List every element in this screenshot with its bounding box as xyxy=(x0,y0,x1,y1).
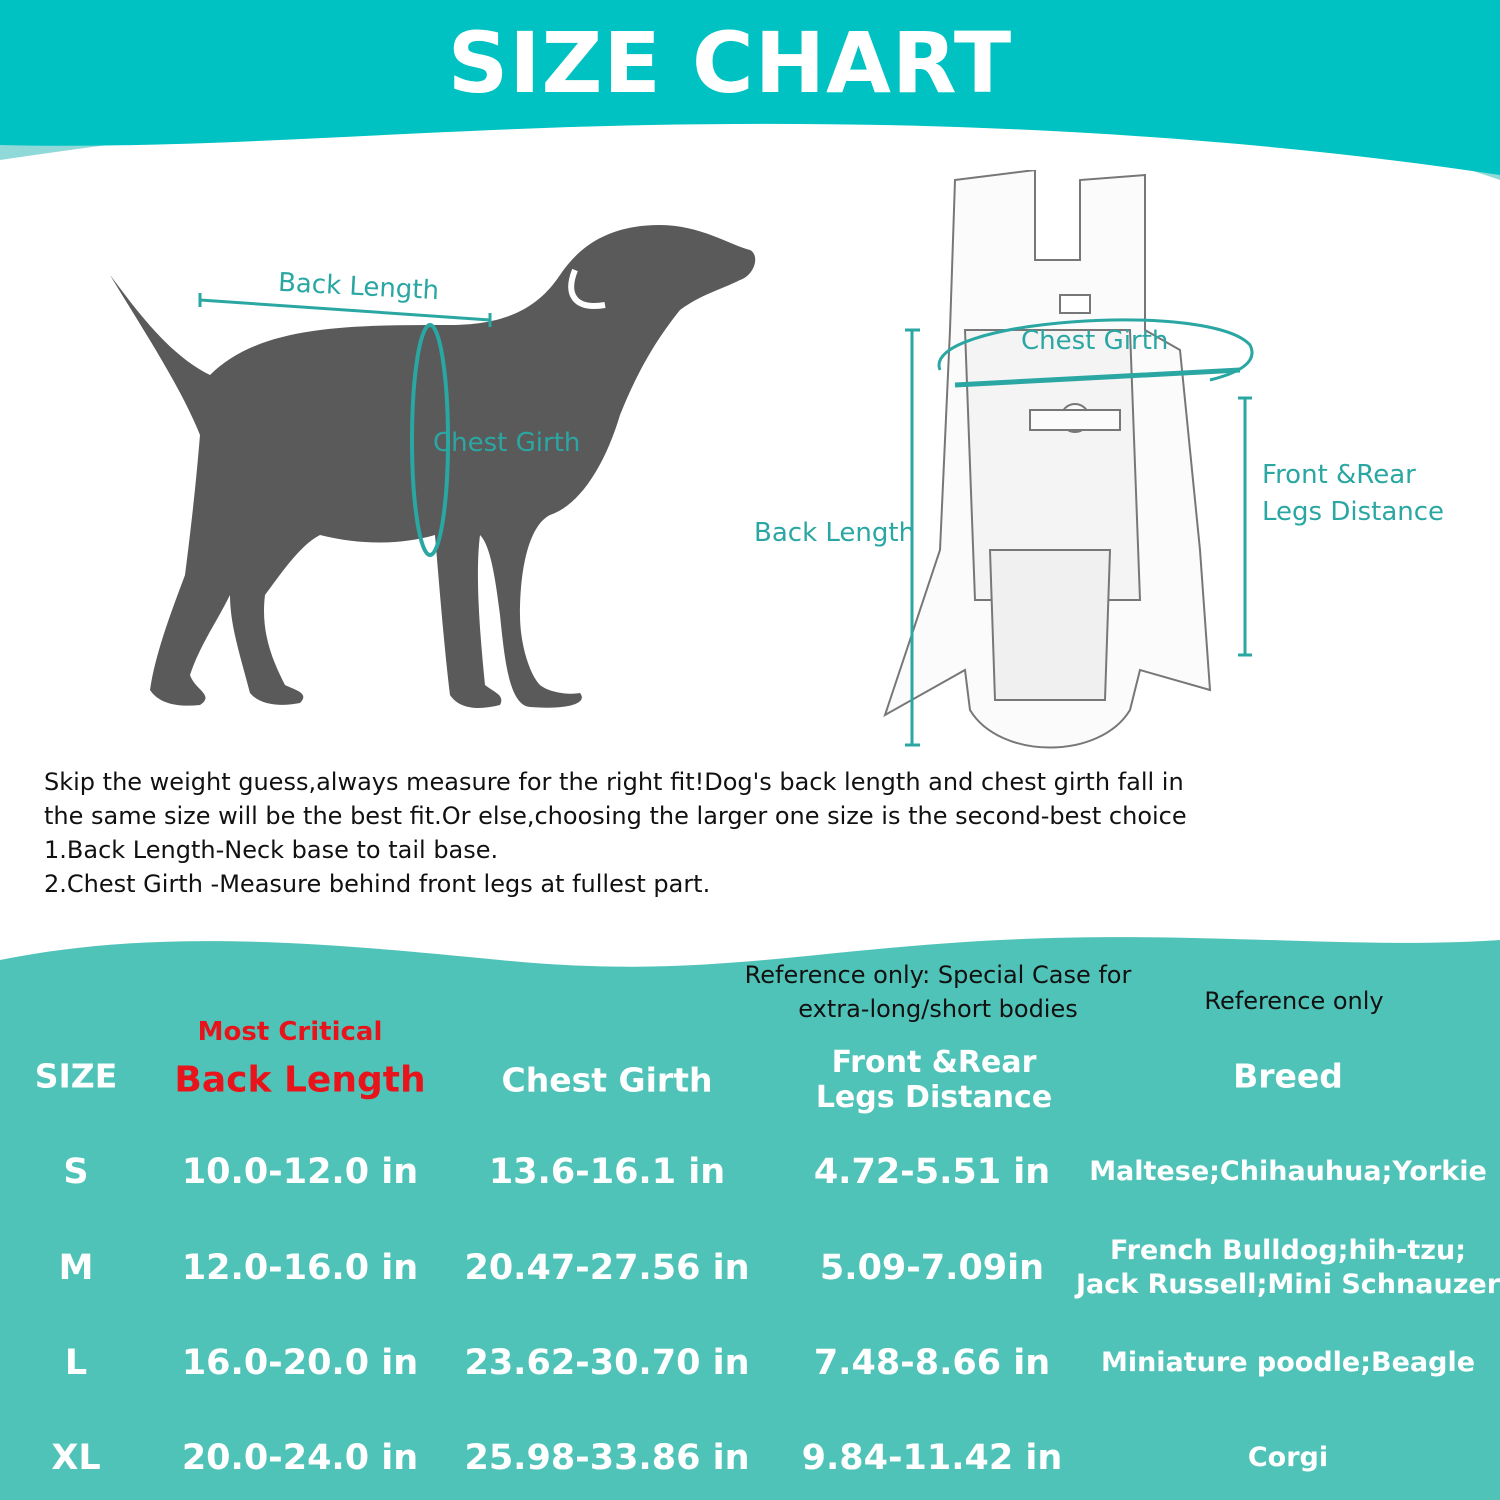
size-table-background xyxy=(0,937,1500,1500)
carrier-back-length-label: Back Length xyxy=(754,518,916,548)
row-back-length: 16.0-20.0 in xyxy=(181,1343,419,1383)
instruction-line: Skip the weight guess,always measure for… xyxy=(44,768,1184,796)
header-size: SIZE xyxy=(34,1056,118,1096)
row-size: XL xyxy=(51,1438,101,1478)
row-breed: Miniature poodle;Beagle xyxy=(1101,1346,1475,1380)
instruction-line: 2.Chest Girth -Measure behind front legs… xyxy=(44,870,711,898)
row-legs-distance: 4.72-5.51 in xyxy=(813,1152,1051,1192)
most-critical-label: Most Critical xyxy=(197,1017,383,1047)
breed-line: Miniature poodle;Beagle xyxy=(1100,1347,1476,1378)
carrier-legs-distance-label: Front &Rear Legs Distance xyxy=(1262,457,1444,531)
header-banner xyxy=(0,0,1500,180)
header-legs-line2: Legs Distance xyxy=(815,1080,1053,1115)
instruction-line: 1.Back Length-Neck base to tail base. xyxy=(44,836,499,864)
row-chest-girth: 13.6-16.1 in xyxy=(488,1152,726,1192)
legs-distance-line2: Legs Distance xyxy=(1262,497,1445,527)
header-legs-distance: Front &Rear Legs Distance xyxy=(816,1045,1052,1115)
breed-line: French Bulldog;hih-tzu; xyxy=(1109,1235,1467,1266)
measuring-instructions: Skip the weight guess,always measure for… xyxy=(44,765,1187,901)
header-breed: Breed xyxy=(1233,1056,1343,1096)
note-line2: extra-long/short bodies xyxy=(798,995,1078,1023)
row-back-length: 12.0-16.0 in xyxy=(181,1248,419,1288)
dog-carrier-backpack-illustration xyxy=(883,170,1254,749)
note-line1: Reference only: Special Case for xyxy=(744,961,1132,989)
instruction-line: the same size will be the best fit.Or el… xyxy=(44,802,1187,830)
row-back-length: 10.0-12.0 in xyxy=(181,1152,419,1192)
breed-line: Jack Russell;Mini Schnauzer xyxy=(1075,1269,1500,1300)
breed-reference-note: Reference only xyxy=(1204,987,1384,1015)
row-breed: Corgi xyxy=(1248,1441,1328,1475)
row-breed: Maltese;Chihauhua;Yorkie xyxy=(1089,1155,1487,1189)
row-breed: French Bulldog;hih-tzu; Jack Russell;Mini… xyxy=(1076,1234,1500,1302)
row-chest-girth: 23.62-30.70 in xyxy=(464,1343,750,1383)
header-chest-girth: Chest Girth xyxy=(501,1060,713,1100)
row-legs-distance: 5.09-7.09in xyxy=(819,1248,1045,1288)
breed-line: Corgi xyxy=(1247,1442,1329,1473)
page-title: SIZE CHART xyxy=(447,14,1013,112)
dog-chest-girth-label: Chest Girth xyxy=(433,428,581,458)
legs-reference-note: Reference only: Special Case for extra-l… xyxy=(745,958,1132,1026)
breed-line: Maltese;Chihauhua;Yorkie xyxy=(1089,1156,1487,1187)
legs-distance-line1: Front &Rear xyxy=(1262,460,1416,490)
row-legs-distance: 7.48-8.66 in xyxy=(813,1343,1051,1383)
header-back-length: Back Length xyxy=(174,1059,426,1101)
dog-silhouette-illustration xyxy=(110,225,756,708)
row-chest-girth: 20.47-27.56 in xyxy=(464,1248,750,1288)
row-back-length: 20.0-24.0 in xyxy=(181,1438,419,1478)
row-legs-distance: 9.84-11.42 in xyxy=(801,1438,1063,1478)
header-legs-line1: Front &Rear xyxy=(831,1045,1037,1080)
carrier-chest-girth-label: Chest Girth xyxy=(1021,326,1169,356)
row-size: L xyxy=(64,1343,88,1383)
row-chest-girth: 25.98-33.86 in xyxy=(464,1438,750,1478)
row-size: S xyxy=(63,1152,89,1192)
row-size: M xyxy=(58,1248,94,1288)
